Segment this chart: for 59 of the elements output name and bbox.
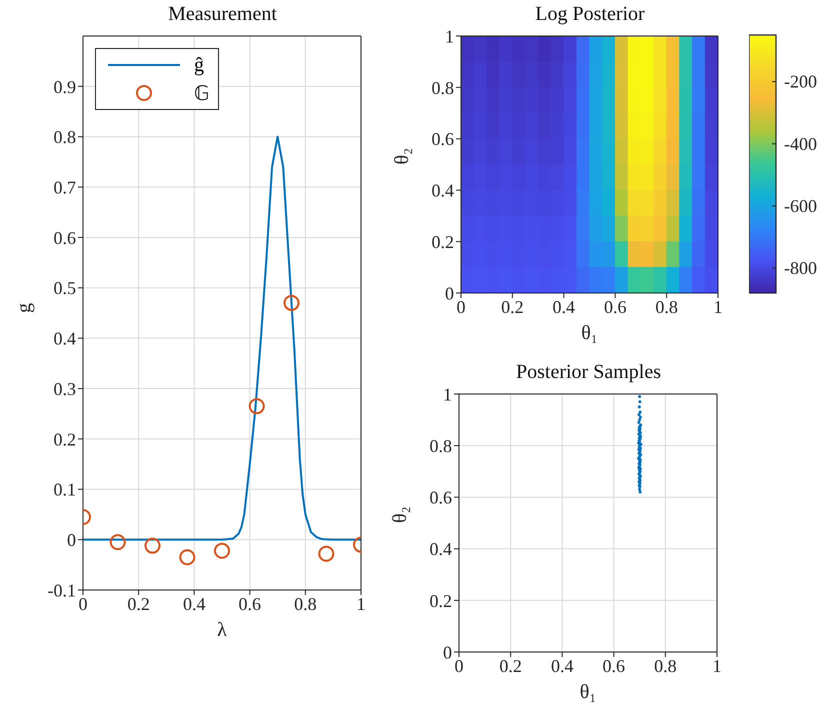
x-tick-label: 0.2 xyxy=(499,656,522,676)
point xyxy=(110,534,126,550)
legend-label: 𝔾 xyxy=(194,82,210,106)
x-tick-label: 1 xyxy=(712,656,722,676)
y-tick-label: 0.6 xyxy=(54,228,76,248)
point xyxy=(248,398,265,414)
point xyxy=(214,542,230,559)
y-axis-title: θ₂ xyxy=(391,148,414,164)
point xyxy=(179,549,196,566)
y-tick-label: 0 xyxy=(443,642,452,662)
color-bar-label: -800 xyxy=(784,258,817,278)
y-tick-label: 0.8 xyxy=(430,436,452,456)
y-tick-label: 0.4 xyxy=(54,328,76,349)
y-tick-label: 0.2 xyxy=(432,232,454,252)
x-tick-label: 0.6 xyxy=(604,296,626,317)
y-axis-title: g xyxy=(13,303,36,313)
chart-title: Posterior Samples xyxy=(515,361,662,384)
y-tick-label: -0.1 xyxy=(48,580,76,600)
x-tick-label: 0.8 xyxy=(655,296,678,317)
y-tick-label: 0.6 xyxy=(430,488,452,508)
legend-label: ĝ xyxy=(194,54,204,76)
y-tick-label: 0.3 xyxy=(54,378,76,399)
point xyxy=(284,294,300,311)
y-tick-label: 0.6 xyxy=(432,129,454,150)
y-tick-label: 1 xyxy=(445,26,454,46)
point xyxy=(144,538,160,554)
y-tick-label: 0.8 xyxy=(54,127,76,148)
x-tick-label: 0.8 xyxy=(294,594,317,614)
x-tick-label: 0.6 xyxy=(602,656,626,676)
x-axis-title: θ₁ xyxy=(580,681,596,704)
y-tick-label: 0.8 xyxy=(432,78,454,98)
y-tick-label: 0.4 xyxy=(432,180,454,201)
x-tick-label: 0.2 xyxy=(127,594,150,614)
color-bar-label: -600 xyxy=(784,196,817,216)
y-tick-label: 0.7 xyxy=(54,177,76,198)
y-axis-title: θ₂ xyxy=(389,506,412,523)
y-tick-label: 0.2 xyxy=(54,429,76,450)
x-tick-label: 1 xyxy=(356,594,366,614)
chart-title: Measurement xyxy=(167,3,278,26)
point xyxy=(318,546,334,562)
x-axis-title: λ xyxy=(217,619,228,642)
x-tick-label: 0.4 xyxy=(182,594,206,614)
y-tick-label: 0.4 xyxy=(430,539,452,560)
color-bar-label: -400 xyxy=(784,134,817,154)
color-bar-label: -200 xyxy=(784,72,817,92)
y-tick-label: 0.9 xyxy=(54,76,76,97)
y-tick-label: 0.5 xyxy=(54,278,76,298)
y-tick-label: 0.1 xyxy=(54,480,76,500)
chart-title: Log Posterior xyxy=(534,3,646,26)
x-tick-label: 1 xyxy=(714,296,722,317)
y-tick-label: 0 xyxy=(67,530,76,550)
x-tick-label: 0.8 xyxy=(654,656,677,676)
x-tick-label: 0.2 xyxy=(501,296,524,317)
x-tick-label: 0.6 xyxy=(238,594,262,614)
x-tick-label: 0.4 xyxy=(550,656,574,676)
x-axis-title: θ₁ xyxy=(581,322,598,344)
y-tick-label: 0 xyxy=(445,283,454,304)
x-tick-label: 0.4 xyxy=(552,296,576,317)
y-tick-label: 1 xyxy=(443,384,452,404)
